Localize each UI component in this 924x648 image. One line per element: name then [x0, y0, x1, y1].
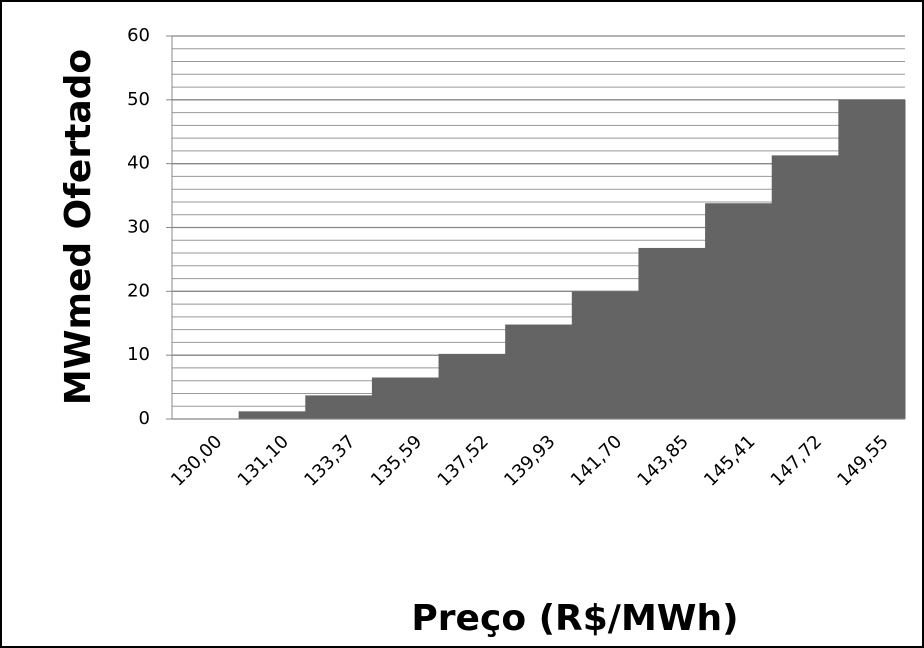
y-tick-label: 50	[127, 89, 150, 110]
y-tick-label: 20	[127, 280, 150, 301]
bar	[838, 99, 906, 419]
x-axis-title: Preço (R$/MWh)	[411, 598, 738, 639]
bar	[305, 395, 373, 419]
bar	[771, 155, 839, 419]
y-tick-label: 60	[127, 25, 150, 46]
y-tick-label: 0	[139, 408, 150, 429]
bar	[705, 203, 773, 419]
y-tick-label: 10	[127, 344, 150, 365]
bar	[638, 247, 706, 419]
y-tick-label: 40	[127, 153, 150, 174]
bar	[438, 353, 506, 419]
bar	[238, 411, 306, 419]
y-tick-label: 30	[127, 217, 150, 238]
bar	[571, 291, 639, 419]
bar	[505, 324, 573, 419]
bar	[371, 377, 440, 419]
y-axis-title: MWmed Ofertado	[58, 49, 99, 405]
